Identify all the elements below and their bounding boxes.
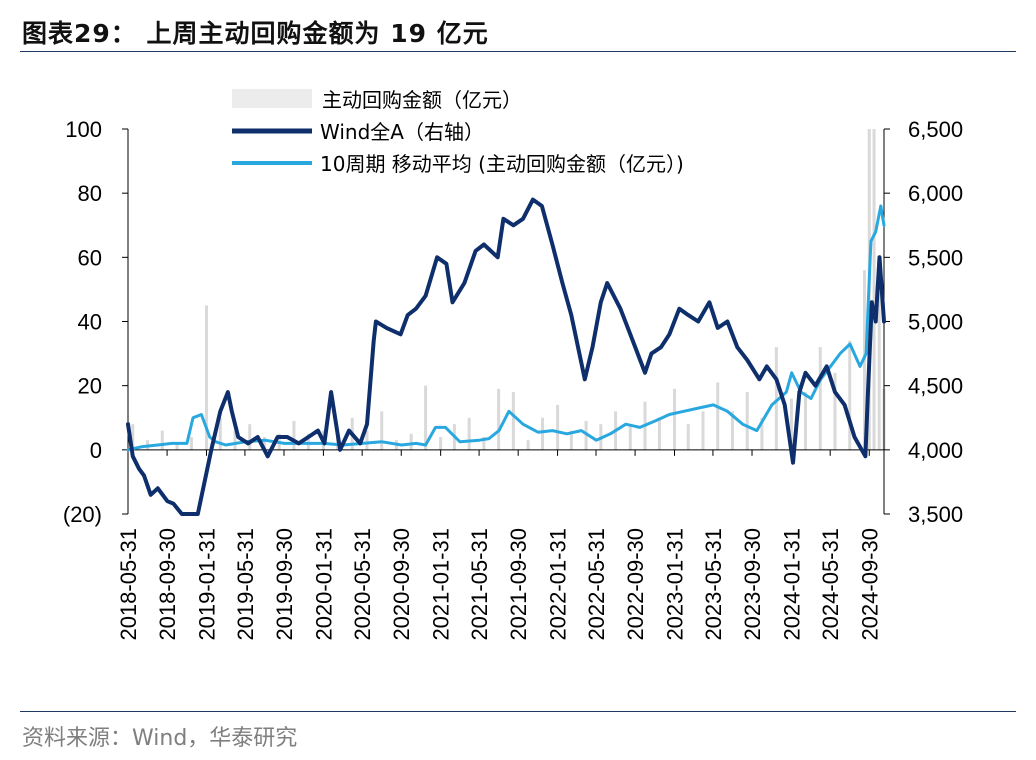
right-axis-tick-label: 5,000 — [908, 310, 963, 335]
bar-repurchase — [409, 433, 413, 450]
x-axis-tick-label: 2024-01-31 — [779, 528, 804, 641]
left-axis-tick-label: 0 — [90, 438, 102, 463]
x-axis-tick-label: 2023-05-31 — [701, 528, 726, 641]
x-axis-tick-label: 2019-05-31 — [233, 528, 258, 641]
x-axis-tick-label: 2024-09-30 — [857, 528, 882, 641]
bar-repurchase — [365, 430, 369, 450]
bar-repurchase — [160, 430, 164, 450]
x-axis-tick-label: 2023-01-31 — [662, 528, 687, 641]
bar-repurchase — [760, 417, 764, 450]
x-axis-tick-label: 2020-01-31 — [311, 528, 336, 641]
footer-rule — [20, 711, 1016, 712]
source-note: 资料来源：Wind，华泰研究 — [22, 726, 298, 751]
bar-repurchase — [672, 388, 676, 450]
bar-repurchase — [804, 392, 808, 450]
x-axis-tick-label: 2018-05-31 — [116, 528, 141, 641]
right-axis-tick-label: 4,500 — [908, 374, 963, 399]
bar-repurchase — [175, 443, 179, 450]
chart-svg: 100 80 60 40 20 0 (20) 6,500 6,000 5,500 5,000 4,50… — [63, 88, 963, 641]
bar-repurchase — [380, 411, 384, 450]
right-axis-tick-label: 5,500 — [908, 245, 963, 270]
bar-repurchase — [872, 129, 876, 450]
bar-repurchase — [556, 404, 560, 450]
x-axis-tick-label: 2021-05-31 — [467, 528, 492, 641]
bar-repurchase — [833, 372, 837, 450]
legend: 主动回购金额（亿元） Wind全A（右轴） 10周期 移动平均 (主动回购金额（… — [232, 88, 684, 176]
right-axis-tick-label: 4,000 — [908, 438, 963, 463]
x-axis-tick-label: 2022-09-30 — [623, 528, 648, 641]
bar-repurchase — [877, 257, 881, 450]
left-axis-tick-label: 100 — [65, 117, 102, 142]
bar-repurchase — [774, 347, 778, 450]
x-axis-tick-label: 2019-09-30 — [272, 528, 297, 641]
chart-title: 图表29： 上周主动回购金额为 19 亿元 — [22, 19, 489, 48]
bar-repurchase — [467, 417, 471, 450]
right-axis-tick-label: 3,500 — [908, 502, 963, 527]
legend-label-wind: Wind全A（右轴） — [320, 120, 484, 144]
left-axis-tick-label: 80 — [78, 181, 102, 206]
bar-repurchase — [657, 417, 661, 450]
bar-repurchase — [189, 437, 193, 450]
bar-repurchase — [716, 382, 720, 450]
x-axis-tick-label: 2024-05-31 — [818, 528, 843, 641]
bar-repurchase — [292, 420, 296, 450]
bar-repurchase — [745, 392, 749, 450]
bar-repurchase — [730, 411, 734, 450]
bar-repurchase — [789, 398, 793, 450]
lines-layer — [126, 197, 886, 516]
left-axis-tick-label: 60 — [78, 245, 102, 270]
bars-layer — [131, 129, 886, 450]
bar-repurchase — [569, 430, 573, 450]
ma10-line — [126, 204, 886, 452]
bar-repurchase — [848, 340, 852, 450]
x-axis-tick-label: 2018-09-30 — [155, 528, 180, 641]
bar-repurchase — [233, 430, 237, 450]
right-axis-tick-label: 6,500 — [908, 117, 963, 142]
bar-repurchase — [306, 433, 310, 450]
bar-repurchase — [497, 388, 501, 450]
bar-repurchase — [628, 424, 632, 450]
legend-label-ma10: 10周期 移动平均 (主动回购金额（亿元）) — [320, 152, 684, 176]
bar-repurchase — [511, 392, 515, 450]
right-axis-tick-label: 6,000 — [908, 181, 963, 206]
x-axis-tick-label: 2019-01-31 — [194, 528, 219, 641]
x-axis-tick-label: 2020-05-31 — [350, 528, 375, 641]
bar-repurchase — [686, 424, 690, 450]
axes-layer: 100 80 60 40 20 0 (20) 6,500 6,000 5,500 5,000 4,50… — [63, 117, 963, 641]
bar-repurchase — [131, 424, 135, 450]
bar-repurchase — [218, 417, 222, 450]
bar-repurchase — [701, 411, 705, 450]
bar-repurchase — [424, 385, 428, 450]
wind-all-a-line — [126, 197, 886, 516]
left-axis-tick-label: (20) — [63, 502, 102, 527]
left-axis-tick-label: 40 — [78, 310, 102, 335]
legend-swatch-bars — [232, 89, 312, 108]
bar-repurchase — [541, 417, 545, 450]
bar-repurchase — [482, 437, 486, 450]
x-axis-tick-label: 2022-05-31 — [584, 528, 609, 641]
legend-label-bars: 主动回购金额（亿元） — [322, 88, 522, 112]
bar-repurchase — [248, 424, 252, 450]
left-axis-tick-label: 20 — [78, 374, 102, 399]
bar-repurchase — [439, 437, 443, 450]
x-axis-tick-label: 2023-09-30 — [740, 528, 765, 641]
bar-repurchase — [526, 440, 530, 450]
bar-repurchase — [204, 305, 208, 450]
x-axis-tick-label: 2022-01-31 — [546, 528, 571, 641]
bar-repurchase — [818, 347, 822, 450]
x-axis-tick-label: 2021-09-30 — [506, 528, 531, 641]
bar-repurchase — [262, 437, 266, 450]
x-axis-tick-label: 2020-09-30 — [389, 528, 414, 641]
title-rule — [20, 51, 1016, 52]
x-axis-tick-label: 2021-01-31 — [429, 528, 454, 641]
